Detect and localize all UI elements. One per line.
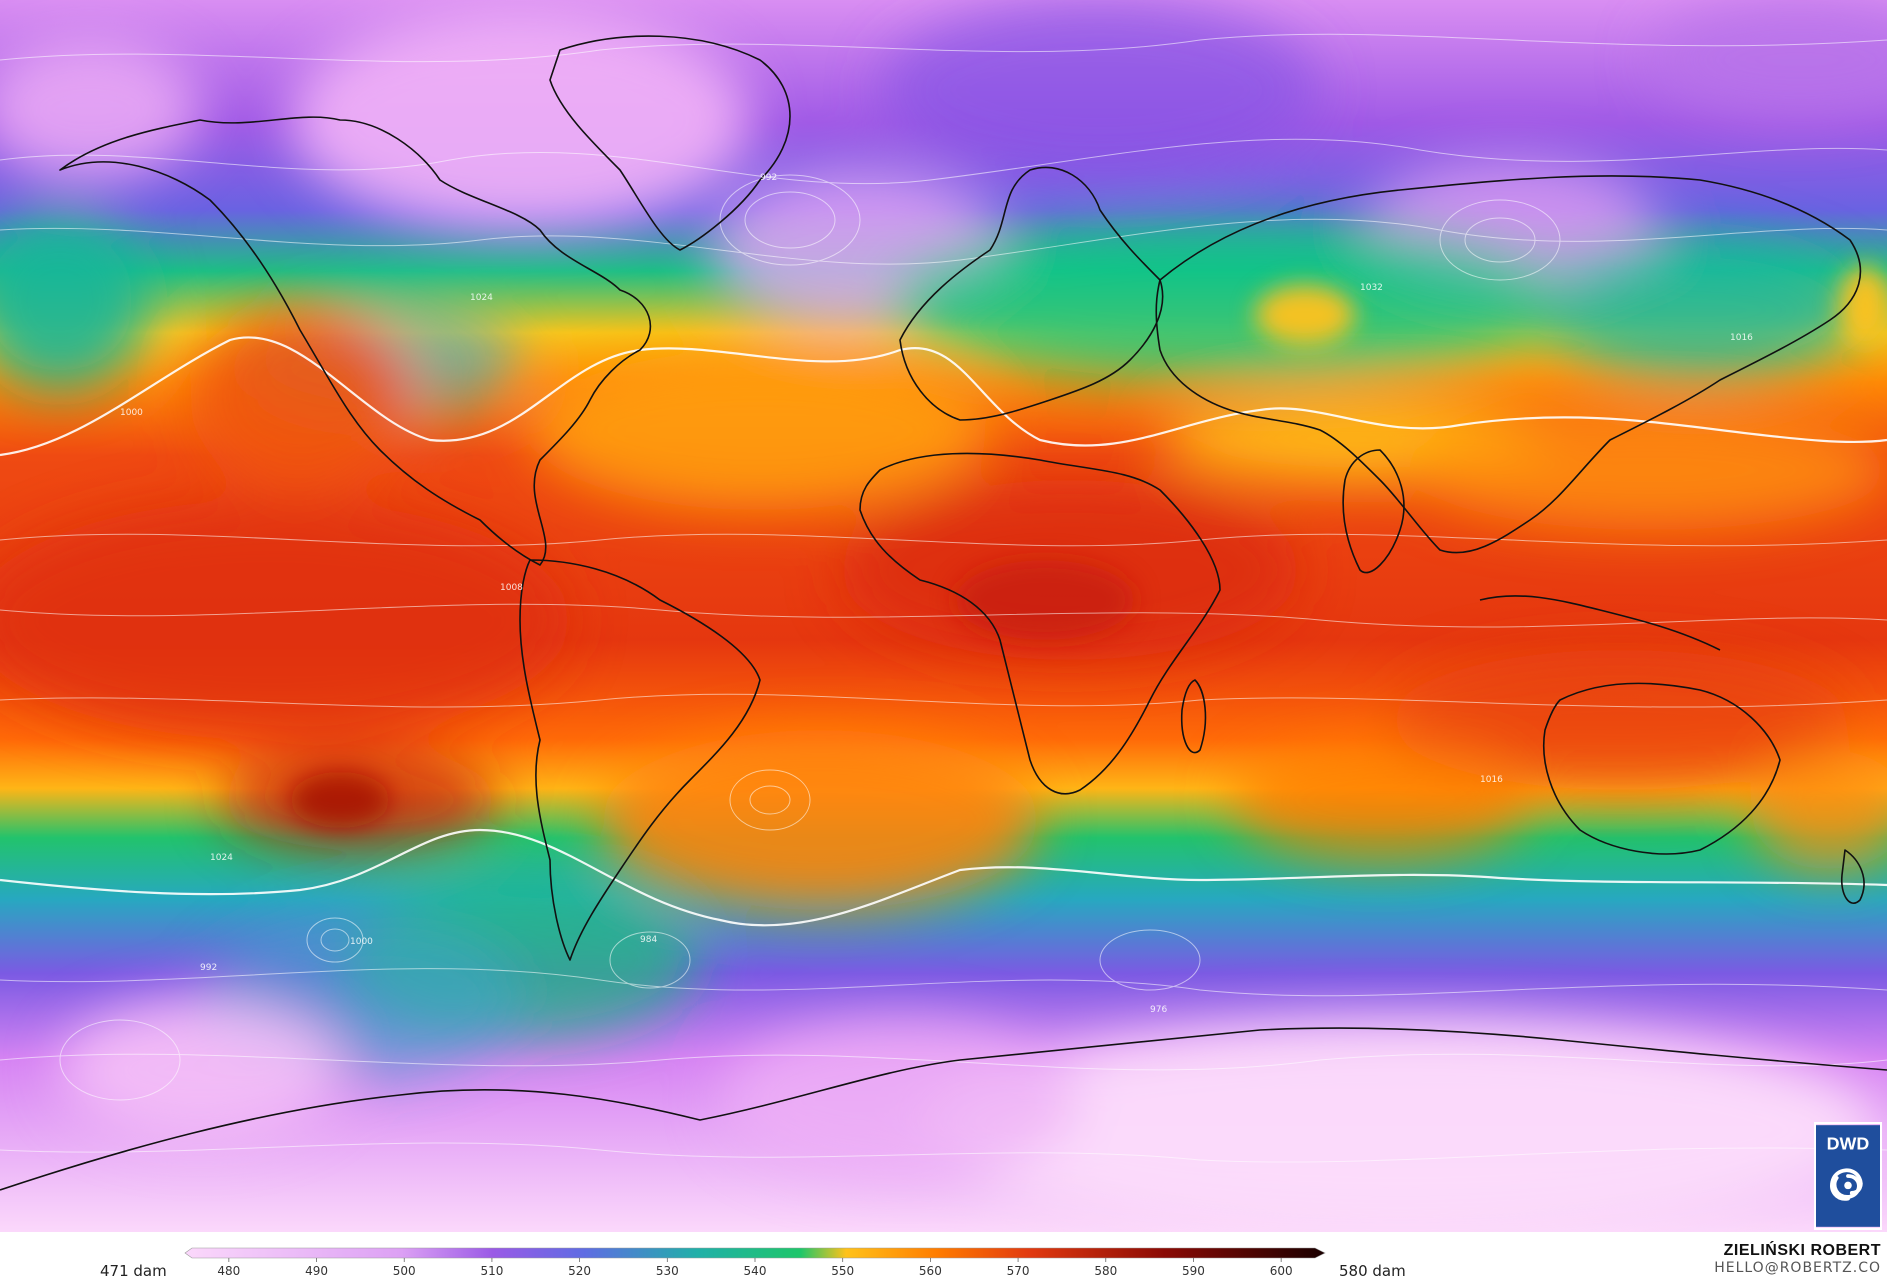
colorbar-tick-label: 540 [744,1264,767,1278]
boundary-contours [0,336,1887,927]
colorbar: 480 490 500 510 520 530 540 550 560 570 580 590 600 [184,1247,1326,1278]
author-email[interactable]: HELLO@ROBERTZ.CO [1714,1260,1881,1276]
logo-text: DWD [1827,1134,1870,1154]
map-footer: 471 dam 480 490 500 510 520 530 540 550 560 570 58… [0,1232,1887,1287]
isobar-label: 992 [760,173,777,183]
isobar-label: 1016 [1480,775,1503,785]
colorbar-max-label: 580 dam [1339,1262,1406,1280]
isobar-label: 1016 [1730,333,1753,343]
indonesia-outline [1479,595,1721,651]
colorbar-tick-label: 510 [480,1264,503,1278]
colorbar-tick-label: 490 [305,1264,328,1278]
colorbar-tick-label: 530 [656,1264,679,1278]
coastlines [0,35,1887,1191]
colorbar-tick-label: 570 [1007,1264,1030,1278]
geopotential-map: 1024 1032 992 1000 1016 1008 1024 1016 9… [0,0,1887,1232]
south-america-outline [519,559,761,961]
colorbar-tick-label: 520 [568,1264,591,1278]
colorbar-tick-label: 500 [393,1264,416,1278]
isobar-label: 1024 [210,853,233,863]
asia-outline [1155,175,1862,554]
isobar-label: 1000 [120,408,143,418]
colorbar-gradient [184,1247,1326,1259]
isobar-label: 992 [200,963,217,973]
isobar-label: 1024 [470,293,493,303]
india-outline [1342,449,1405,574]
africa-outline [859,452,1221,795]
colorbar-tick-label: 480 [217,1264,240,1278]
new-zealand-outline [1840,849,1865,904]
isobar-label: 976 [1150,1005,1167,1015]
colorbar-tick-label: 560 [919,1264,942,1278]
height-field [0,0,1887,1232]
isobar-label: 1008 [500,583,523,593]
author-name: ZIELIŃSKI ROBERT [1723,1242,1881,1259]
isobar-label: 1032 [1360,283,1383,293]
madagascar-outline [1180,679,1207,754]
pressure-isobars [0,33,1887,1163]
credit-block: ZIELIŃSKI ROBERT HELLO@ROBERTZ.CO [1714,1242,1881,1276]
colorbar-ticks: 480 490 500 510 520 530 540 550 560 570 580 590 600 [217,1258,1293,1278]
colorbar-min-label: 471 dam [100,1262,167,1280]
colorbar-tick-label: 580 [1094,1264,1117,1278]
isobar-label: 984 [640,935,657,945]
north-america-outline [59,116,652,566]
colorbar-tick-label: 590 [1182,1264,1205,1278]
isobar-label: 1000 [350,937,373,947]
swirl-icon [1830,1168,1863,1201]
antarctica-outline [0,1027,1887,1191]
colorbar-tick-label: 600 [1270,1264,1293,1278]
greenland-outline [549,35,791,251]
australia-outline [1542,682,1781,855]
dwd-logo: DWD [1814,1122,1882,1230]
colorbar-tick-label: 550 [831,1264,854,1278]
